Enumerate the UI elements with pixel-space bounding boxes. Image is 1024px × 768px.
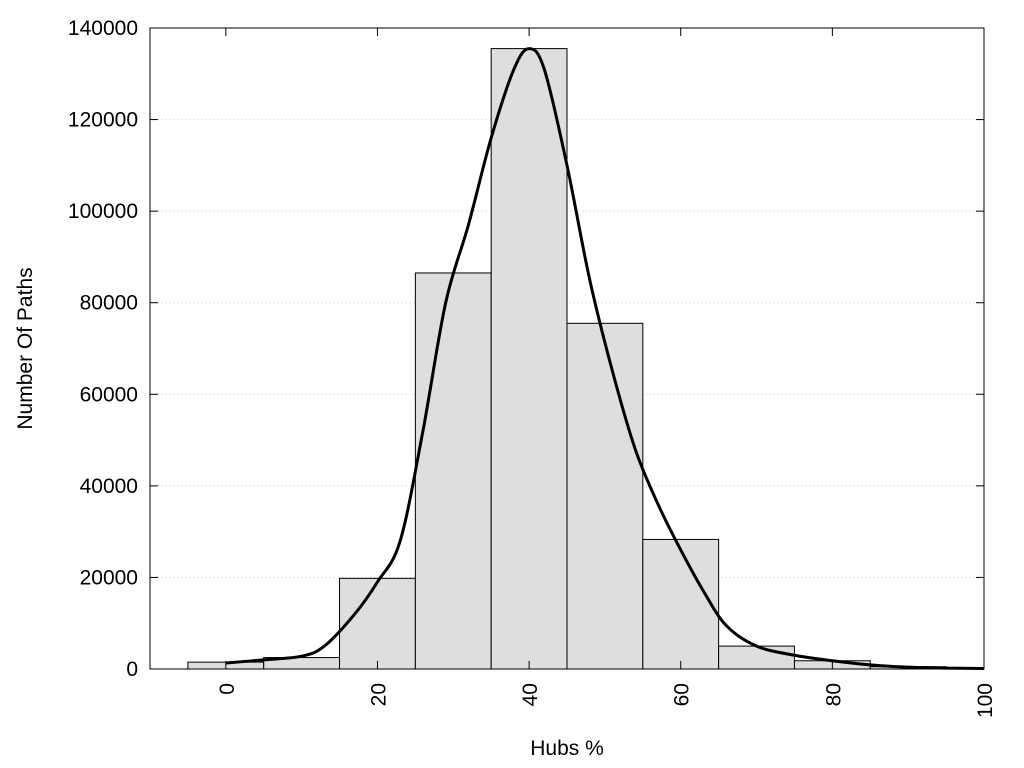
histogram-bar [490, 48, 568, 670]
y-tick-label: 20000 [80, 566, 138, 589]
y-tick-label: 100000 [68, 200, 138, 223]
y-tick-label: 60000 [80, 383, 138, 406]
y-tick-label: 40000 [80, 475, 138, 498]
x-tick-label: 80 [822, 683, 845, 706]
x-tick-label: 100 [974, 683, 997, 718]
density-curve [225, 47, 985, 671]
x-tick-label: 60 [671, 683, 694, 706]
histogram-bar [642, 538, 720, 670]
x-tick-label: 20 [367, 683, 390, 706]
x-tick-label: 40 [519, 683, 542, 706]
axis-ticks: 0 20000 40000 60000 80000 100000 120000 140000 0… [68, 17, 997, 718]
histogram-bar [339, 577, 416, 670]
histogram-bar [718, 645, 795, 670]
y-tick-label: 120000 [68, 109, 138, 132]
y-tick-label: 140000 [68, 17, 138, 40]
x-axis-title: Hubs % [530, 737, 604, 760]
density-curve-layer [225, 47, 985, 671]
x-tick-label: 0 [216, 683, 239, 695]
y-tick-label: 0 [126, 658, 138, 681]
y-tick-label: 80000 [80, 292, 138, 315]
histogram-bar [566, 322, 644, 670]
bars [187, 48, 947, 670]
histogram-bar [414, 272, 492, 670]
y-axis-title: Number Of Paths [14, 267, 37, 429]
plot-frame [149, 27, 985, 670]
